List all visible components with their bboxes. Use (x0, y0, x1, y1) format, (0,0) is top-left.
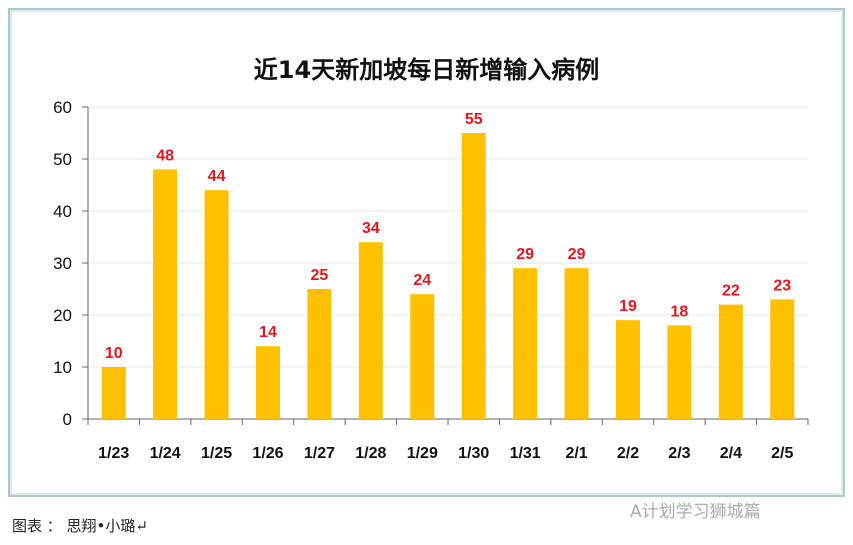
x-tick-label: 1/26 (252, 445, 283, 462)
y-tick-label: 40 (53, 202, 72, 221)
data-label: 44 (208, 168, 226, 185)
x-tick-label: 1/23 (98, 445, 129, 462)
x-tick-label: 2/4 (720, 445, 742, 462)
bar (564, 268, 589, 419)
bar (667, 325, 692, 419)
y-tick-label: 20 (53, 306, 72, 325)
x-tick-label: 2/1 (565, 445, 587, 462)
x-tick-label: 1/31 (510, 445, 541, 462)
x-tick-label: 1/28 (355, 445, 386, 462)
watermark: A计划学习狮城篇 (630, 502, 761, 522)
data-label: 29 (516, 246, 534, 263)
data-label: 48 (156, 147, 174, 164)
bar (358, 242, 383, 419)
data-label: 29 (568, 246, 586, 263)
bar (153, 169, 178, 419)
x-tick-label: 2/2 (617, 445, 639, 462)
x-tick-label: 1/29 (407, 445, 438, 462)
y-tick-label: 50 (53, 150, 72, 169)
bar (513, 268, 538, 419)
data-label: 34 (362, 220, 380, 237)
y-tick-label: 0 (63, 410, 72, 429)
x-tick-label: 1/30 (458, 445, 489, 462)
data-label: 14 (259, 324, 277, 341)
x-tick-label: 1/24 (150, 445, 181, 462)
x-tick-label: 2/5 (771, 445, 793, 462)
bar (616, 320, 640, 419)
data-label: 19 (619, 298, 637, 315)
data-label: 24 (413, 272, 431, 289)
x-tick-label: 1/27 (304, 445, 335, 462)
bar (461, 133, 486, 419)
caption: 图表 ： 思翔•小璐↵ (12, 517, 148, 535)
y-tick-label: 10 (53, 358, 72, 377)
data-label: 22 (722, 283, 740, 300)
bar (101, 367, 126, 419)
data-label: 18 (671, 303, 689, 320)
data-label: 25 (311, 267, 329, 284)
x-tick-label: 1/25 (201, 445, 232, 462)
bar (204, 190, 229, 419)
chart-title: 近14天新加坡每日新增输入病例 (253, 56, 600, 84)
bar (410, 294, 435, 419)
data-label: 10 (105, 345, 123, 362)
bar (256, 346, 280, 419)
y-tick-label: 30 (53, 254, 72, 273)
x-tick-label: 2/3 (668, 445, 690, 462)
data-label: 23 (773, 277, 791, 294)
data-label: 55 (465, 111, 483, 128)
bar (770, 299, 795, 419)
y-tick-label: 60 (53, 98, 72, 117)
bar (718, 304, 743, 419)
bar (307, 289, 332, 419)
